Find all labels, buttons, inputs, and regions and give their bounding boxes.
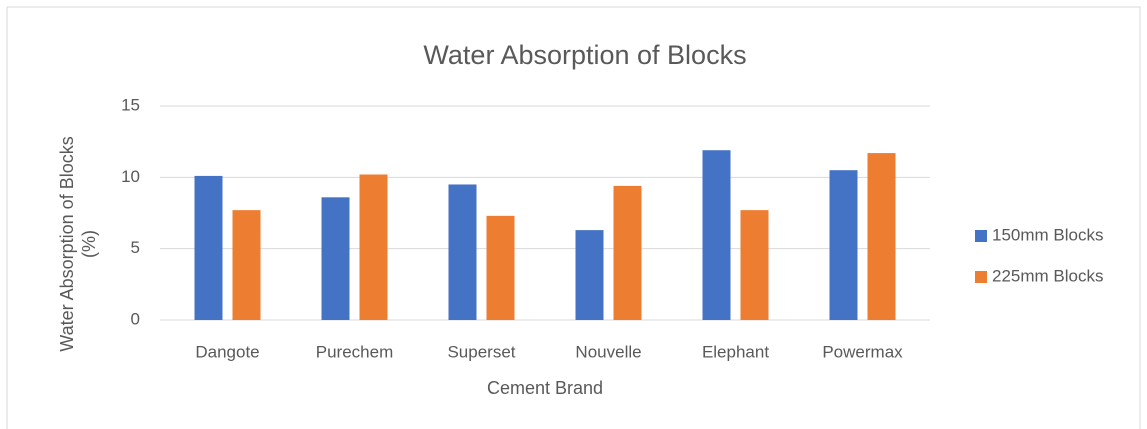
x-tick-label: Dangote [195,342,259,361]
chart-border [6,6,1141,429]
bar [448,184,477,320]
x-tick-label: Superset [447,342,515,361]
bar [740,210,769,320]
bar [321,197,350,320]
x-tick-label: Powermax [822,342,903,361]
chart-title: Water Absorption of Blocks [423,40,746,70]
bar [702,150,731,320]
legend-swatch [975,230,987,242]
y-tick-label: 0 [131,309,140,328]
bar [829,170,858,320]
bar [867,153,896,320]
bar [613,185,642,320]
bar [194,175,223,320]
y-tick-label: 15 [121,95,140,114]
y-tick-label: 5 [131,238,140,257]
x-tick-label: Purechem [316,342,393,361]
bar [575,230,604,320]
legend-label: 150mm Blocks [992,225,1103,244]
x-axis-title: Cement Brand [487,378,603,398]
x-tick-label: Elephant [702,342,769,361]
x-tick-label: Nouvelle [575,342,641,361]
bar [486,215,515,320]
y-axis-title: Water Absorption of Blocks (%) [57,136,99,352]
legend-label: 225mm Blocks [992,266,1103,285]
bar [359,174,388,320]
bar [232,210,261,320]
legend-swatch [975,271,987,283]
y-tick-label: 10 [121,167,140,186]
